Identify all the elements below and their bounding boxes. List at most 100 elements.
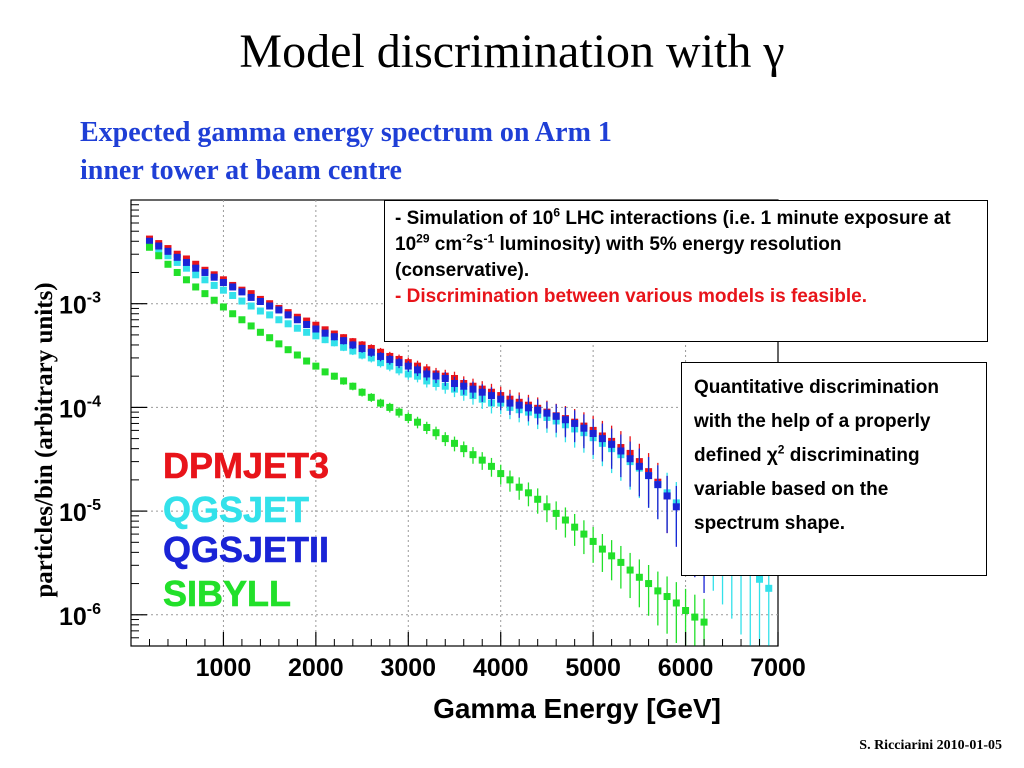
- data-point: [321, 336, 329, 344]
- data-point: [460, 382, 468, 390]
- data-point: [321, 368, 329, 376]
- data-point: [441, 382, 449, 390]
- data-point: [414, 366, 422, 374]
- data-point: [654, 587, 662, 595]
- data-point: [543, 503, 551, 511]
- data-point: [404, 413, 412, 421]
- data-point: [155, 246, 163, 254]
- data-point: [256, 307, 264, 315]
- data-point: [534, 495, 542, 503]
- data-point: [340, 343, 348, 351]
- legend-entry-dpmjet3: DPMJET3: [163, 445, 329, 486]
- data-point: [672, 503, 680, 511]
- data-point: [256, 328, 264, 336]
- data-point: [349, 341, 357, 349]
- data-point: [210, 296, 218, 304]
- data-point: [552, 412, 560, 420]
- data-point: [534, 406, 542, 414]
- simulation-note: - Simulation of 106 LHC interactions (i.…: [384, 200, 988, 342]
- data-point: [543, 409, 551, 417]
- data-point: [598, 435, 606, 443]
- y-tick-exponent: -5: [87, 497, 101, 514]
- chi2-note: Quantitative discrimination with the hel…: [681, 362, 987, 576]
- y-tick-base: 10: [59, 499, 87, 527]
- data-point: [266, 302, 274, 310]
- y-tick-label: 10-4: [59, 393, 101, 423]
- x-axis: 1000 2000 3000 4000 5000 6000 7000: [148, 632, 806, 682]
- data-point: [247, 322, 255, 330]
- data-point: [395, 359, 403, 367]
- data-point: [210, 281, 218, 289]
- data-point: [247, 302, 255, 310]
- data-point: [367, 348, 375, 356]
- data-point: [358, 344, 366, 352]
- data-point: [340, 337, 348, 345]
- data-point: [219, 303, 227, 311]
- data-point: [487, 462, 495, 470]
- y-tick-exponent: -4: [87, 393, 101, 410]
- data-point: [201, 276, 209, 284]
- x-tick-label: 7000: [750, 654, 806, 682]
- data-point: [312, 362, 320, 370]
- data-point: [765, 584, 773, 592]
- data-point: [617, 447, 625, 455]
- data-point: [645, 472, 653, 480]
- data-point: [192, 260, 200, 268]
- data-point: [608, 440, 616, 448]
- data-point: [367, 393, 375, 401]
- data-point: [598, 545, 606, 553]
- data-point: [682, 606, 690, 614]
- data-point: [756, 575, 764, 583]
- data-point: [358, 388, 366, 396]
- data-point: [303, 321, 311, 329]
- data-point: [312, 321, 320, 329]
- data-point: [349, 347, 357, 355]
- data-point: [349, 382, 357, 390]
- data-point: [700, 618, 708, 626]
- data-point: [589, 430, 597, 438]
- data-point: [571, 419, 579, 427]
- data-point: [182, 258, 190, 266]
- data-point: [487, 392, 495, 400]
- data-point: [229, 291, 237, 299]
- data-point: [284, 320, 292, 328]
- x-tick-label: 3000: [380, 654, 436, 682]
- data-point: [589, 537, 597, 545]
- data-point: [404, 362, 412, 370]
- data-point: [386, 403, 394, 411]
- data-point: [645, 580, 653, 588]
- x-axis-label: Gamma Energy [GeV]: [433, 693, 721, 724]
- data-point: [469, 451, 477, 459]
- data-point: [238, 297, 246, 305]
- data-point: [303, 357, 311, 365]
- data-point: [377, 359, 385, 367]
- simulation-sup-a: 6: [553, 205, 561, 220]
- data-point: [395, 408, 403, 416]
- data-point: [432, 429, 440, 437]
- simulation-text-c: cm: [429, 234, 463, 255]
- data-point: [478, 388, 486, 396]
- chi2-text-b: discriminating variable based on the spe…: [694, 445, 920, 534]
- chi2-sup: 2: [777, 442, 785, 457]
- data-point: [293, 324, 301, 332]
- data-point: [330, 372, 338, 380]
- data-point: [432, 372, 440, 380]
- data-point: [182, 276, 190, 284]
- data-point: [155, 242, 163, 250]
- data-point: [145, 237, 153, 245]
- data-point: [608, 552, 616, 560]
- data-point: [266, 334, 274, 342]
- data-point: [524, 404, 532, 412]
- data-point: [173, 253, 181, 261]
- data-point: [571, 523, 579, 531]
- legend-entry-qgsjetii: QGSJETII: [163, 529, 329, 570]
- data-point: [238, 316, 246, 324]
- data-point: [515, 401, 523, 409]
- data-point: [192, 271, 200, 279]
- data-point: [506, 399, 514, 407]
- data-point: [247, 293, 255, 301]
- data-point: [635, 462, 643, 470]
- data-point: [284, 346, 292, 354]
- data-point: [478, 456, 486, 464]
